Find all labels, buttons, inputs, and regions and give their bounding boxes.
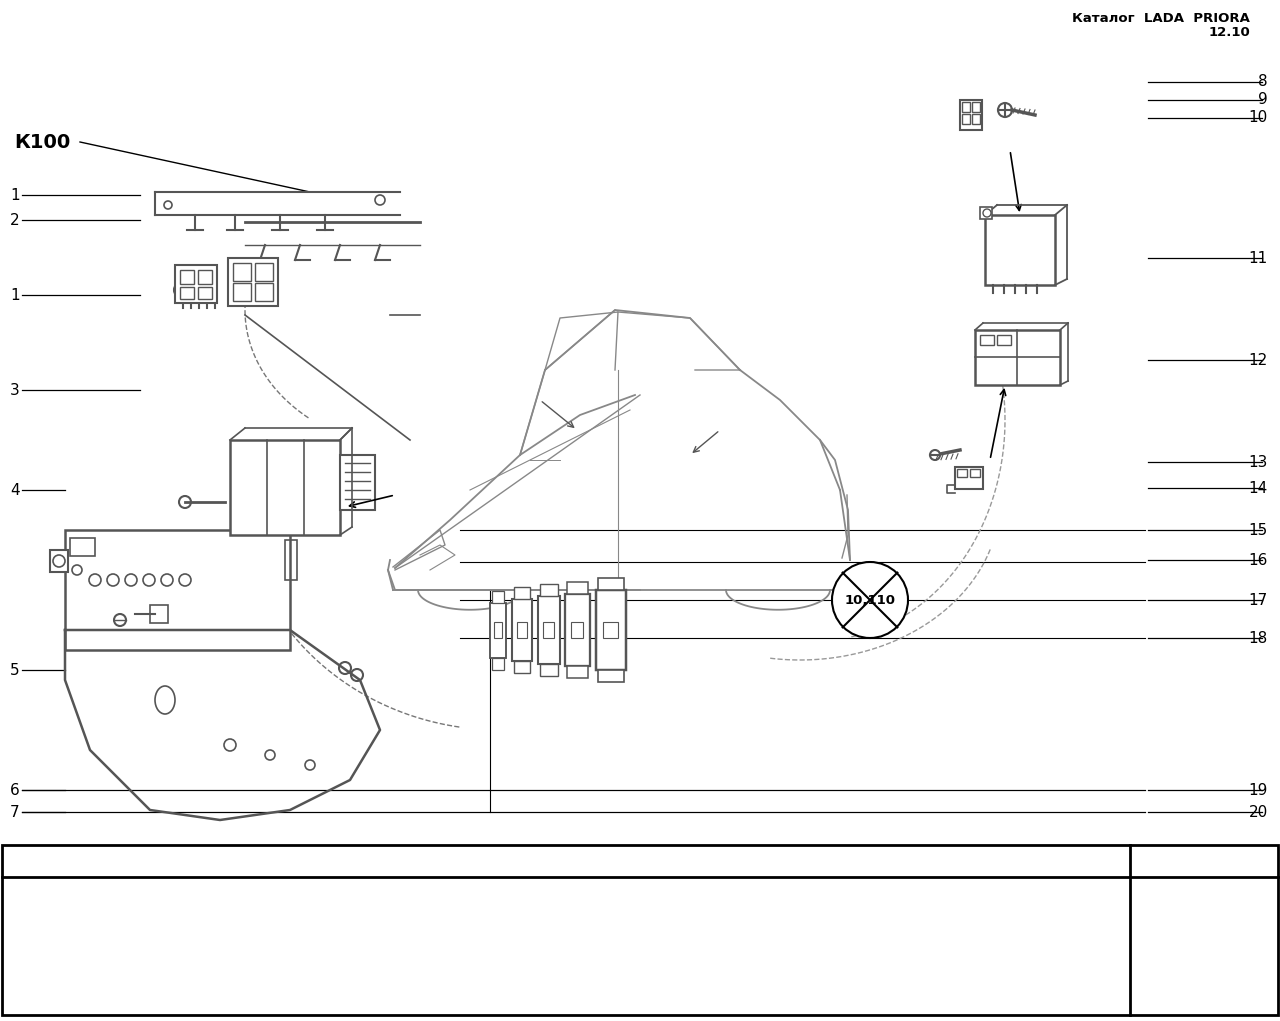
Text: 19: 19 bbox=[1248, 782, 1268, 797]
Bar bbox=[543, 622, 554, 638]
Bar bbox=[957, 469, 966, 477]
Bar bbox=[150, 605, 168, 623]
Bar bbox=[603, 622, 618, 638]
Bar bbox=[970, 469, 980, 477]
Bar bbox=[70, 538, 95, 556]
Text: 21713-02: 21713-02 bbox=[1011, 915, 1092, 930]
Bar bbox=[255, 263, 273, 281]
Text: 3: 3 bbox=[10, 383, 19, 397]
Text: 9: 9 bbox=[1258, 93, 1268, 107]
Bar bbox=[490, 603, 506, 658]
Bar bbox=[955, 467, 983, 489]
Bar bbox=[340, 455, 375, 510]
Text: 7: 7 bbox=[10, 805, 19, 820]
Bar bbox=[492, 591, 504, 603]
Text: 12.10: 12.10 bbox=[1208, 26, 1251, 39]
Text: 14: 14 bbox=[1249, 481, 1268, 495]
Bar bbox=[515, 661, 530, 673]
Circle shape bbox=[832, 562, 908, 638]
Bar bbox=[598, 670, 625, 682]
Bar bbox=[233, 263, 251, 281]
Bar bbox=[598, 578, 625, 590]
Text: 21713-01: 21713-01 bbox=[850, 915, 931, 930]
Bar bbox=[960, 100, 982, 130]
Bar bbox=[50, 550, 68, 572]
Bar bbox=[285, 540, 297, 580]
Text: Каталог  LADA  PRIORA: Каталог LADA PRIORA bbox=[1073, 12, 1251, 25]
Circle shape bbox=[931, 450, 940, 460]
Text: 18: 18 bbox=[1249, 631, 1268, 645]
Bar bbox=[198, 270, 212, 284]
Bar bbox=[230, 440, 340, 535]
Text: 15: 15 bbox=[1249, 523, 1268, 537]
Ellipse shape bbox=[155, 686, 175, 714]
Bar bbox=[980, 207, 992, 218]
Bar bbox=[515, 587, 530, 599]
Text: 5: 5 bbox=[10, 663, 19, 678]
Text: 21723-03: 21723-03 bbox=[850, 964, 931, 978]
Bar bbox=[492, 658, 504, 670]
Text: 21703-01: 21703-01 bbox=[365, 915, 445, 930]
Text: К100: К100 bbox=[14, 133, 70, 151]
Circle shape bbox=[174, 282, 189, 298]
Bar bbox=[972, 102, 980, 112]
Text: 1: 1 bbox=[10, 188, 19, 202]
Text: 21721-00: 21721-00 bbox=[204, 964, 284, 978]
Bar bbox=[596, 590, 626, 670]
Text: 1: 1 bbox=[10, 288, 19, 302]
Bar bbox=[540, 664, 558, 676]
Bar bbox=[564, 594, 590, 666]
Bar bbox=[963, 102, 970, 112]
Bar bbox=[65, 530, 291, 650]
Circle shape bbox=[998, 103, 1012, 117]
Bar bbox=[567, 666, 588, 678]
Text: 10: 10 bbox=[1249, 110, 1268, 126]
Text: 21701-00: 21701-00 bbox=[42, 915, 123, 930]
Bar bbox=[228, 258, 278, 306]
Bar bbox=[997, 335, 1011, 345]
Bar bbox=[540, 584, 558, 596]
Bar bbox=[517, 622, 527, 638]
Bar bbox=[975, 330, 1060, 385]
Bar bbox=[175, 265, 218, 303]
Bar bbox=[494, 622, 502, 638]
Bar bbox=[963, 114, 970, 124]
Text: 21703-03: 21703-03 bbox=[689, 915, 769, 930]
Text: 21723-02: 21723-02 bbox=[687, 964, 769, 978]
Text: 12: 12 bbox=[1249, 352, 1268, 368]
Text: 21723-01: 21723-01 bbox=[526, 964, 608, 978]
Bar bbox=[198, 287, 212, 299]
Bar bbox=[233, 283, 251, 301]
Text: К330: К330 bbox=[1174, 850, 1234, 871]
Text: 11: 11 bbox=[1249, 250, 1268, 265]
Text: 8: 8 bbox=[1258, 75, 1268, 90]
Text: 4: 4 bbox=[10, 483, 19, 497]
Text: РЕЛЕ  И  ПРЕДОХРАНИТЕЛИ: РЕЛЕ И ПРЕДОХРАНИТЕЛИ bbox=[398, 850, 733, 871]
Text: 20: 20 bbox=[1249, 805, 1268, 820]
Text: 21702-00: 21702-00 bbox=[204, 915, 284, 930]
Text: 21703-02: 21703-02 bbox=[526, 915, 608, 930]
Bar bbox=[980, 335, 995, 345]
Bar bbox=[567, 582, 588, 594]
Bar bbox=[255, 283, 273, 301]
Text: 21722-00: 21722-00 bbox=[365, 964, 445, 978]
Bar bbox=[3, 845, 1277, 1015]
Text: 17: 17 bbox=[1249, 592, 1268, 607]
Text: 16: 16 bbox=[1248, 552, 1268, 568]
Text: 21713-03: 21713-03 bbox=[42, 964, 123, 978]
Bar bbox=[180, 270, 195, 284]
Bar bbox=[972, 114, 980, 124]
Text: 2: 2 bbox=[10, 212, 19, 228]
Bar bbox=[512, 599, 532, 661]
Bar bbox=[538, 596, 561, 664]
Text: 10,110: 10,110 bbox=[845, 593, 896, 606]
Text: 13: 13 bbox=[1248, 454, 1268, 470]
Bar bbox=[180, 287, 195, 299]
Bar bbox=[571, 622, 582, 638]
Bar bbox=[986, 215, 1055, 285]
Text: 6: 6 bbox=[10, 782, 19, 797]
